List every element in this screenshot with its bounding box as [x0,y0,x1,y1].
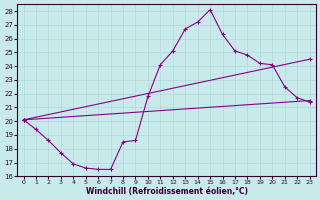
X-axis label: Windchill (Refroidissement éolien,°C): Windchill (Refroidissement éolien,°C) [85,187,248,196]
